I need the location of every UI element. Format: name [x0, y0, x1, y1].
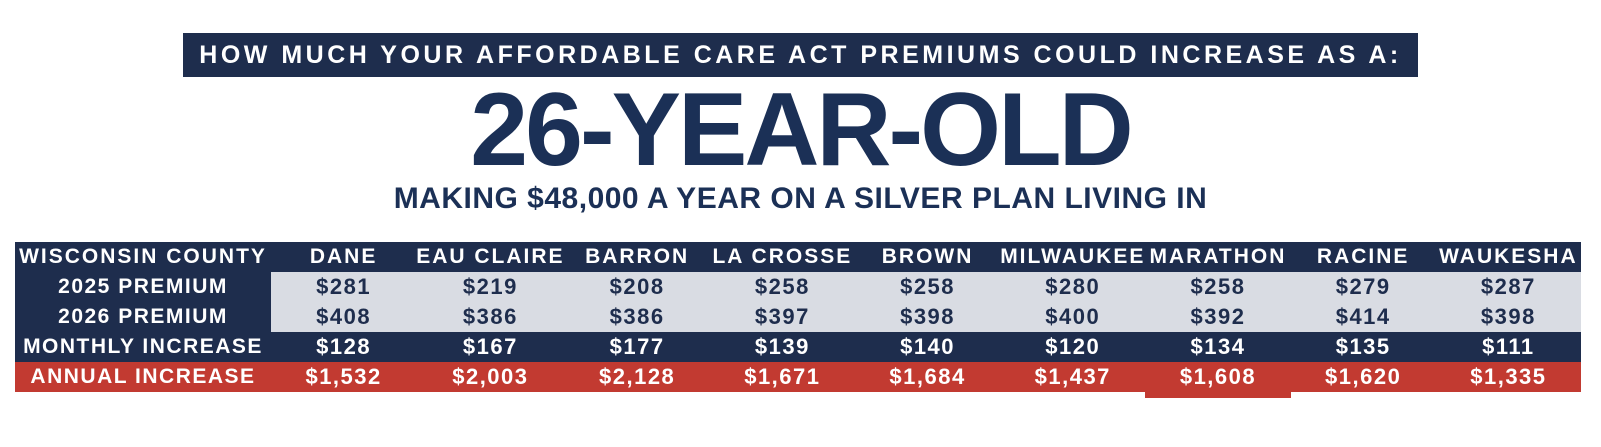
- page-title: 26-YEAR-OLD: [470, 72, 1133, 188]
- table-cell: $287: [1435, 271, 1581, 305]
- table-cell: $167: [416, 331, 565, 366]
- table-cell: $400: [1000, 301, 1146, 332]
- table-cell: $281: [271, 271, 417, 302]
- table-cell: $128: [271, 331, 417, 362]
- table-cell: $386: [416, 301, 565, 336]
- table-cell: $140: [854, 331, 1001, 362]
- table-cell: $279: [1290, 271, 1436, 306]
- table-cell: $2,003: [416, 361, 565, 392]
- table-cell: $398: [854, 301, 1001, 332]
- table-cell: $408: [271, 301, 417, 332]
- column-header-milwaukee: MILWAUKEE: [1000, 241, 1146, 272]
- table-cell: $120: [1000, 331, 1146, 362]
- row-label-annual-increase: ANNUAL INCREASE: [15, 361, 271, 392]
- row-label-monthly-increase: MONTHLY INCREASE: [15, 331, 271, 362]
- table-cell: $134: [1145, 331, 1291, 362]
- table-cell: $258: [854, 271, 1001, 302]
- aca-premium-infographic: HOW MUCH YOUR AFFORDABLE CARE ACT PREMIU…: [0, 33, 1601, 447]
- column-header-racine: RACINE: [1290, 241, 1436, 272]
- table-cell: $1,608: [1145, 361, 1291, 398]
- table-cell: $258: [709, 271, 855, 302]
- column-header-dane: DANE: [271, 241, 417, 272]
- row-label-2026-premium: 2026 PREMIUM: [15, 301, 271, 332]
- table-cell: $280: [1000, 271, 1146, 302]
- banner-text: HOW MUCH YOUR AFFORDABLE CARE ACT PREMIU…: [199, 41, 1402, 69]
- column-header-eau-claire: EAU CLAIRE: [416, 241, 565, 272]
- table-cell: $1,437: [1000, 361, 1146, 392]
- column-header-waukesha: WAUKESHA: [1435, 241, 1581, 272]
- table-cell: $398: [1435, 301, 1581, 332]
- table-cell: $414: [1290, 301, 1436, 332]
- table-cell: $258: [1145, 271, 1291, 302]
- table-cell: $139: [709, 331, 855, 362]
- table-cell: $1,684: [854, 361, 1001, 392]
- banner: HOW MUCH YOUR AFFORDABLE CARE ACT PREMIU…: [183, 33, 1418, 77]
- column-header-marathon: MARATHON: [1145, 241, 1291, 272]
- column-header-brown: BROWN: [854, 241, 1001, 272]
- table-cell: $397: [709, 301, 855, 332]
- subtitle: MAKING $48,000 A YEAR ON A SILVER PLAN L…: [393, 181, 1208, 215]
- table-cell: $386: [564, 301, 710, 332]
- table-cell: $392: [1145, 301, 1291, 332]
- table-cell: $1,671: [709, 361, 855, 392]
- table-cell: $1,620: [1290, 361, 1436, 392]
- column-header-la-crosse: LA CROSSE: [709, 241, 855, 272]
- table-cell: $2,128: [564, 361, 710, 392]
- table-cell: $208: [564, 271, 710, 305]
- table-cell: $1,532: [271, 361, 417, 392]
- table-cell: $1,335: [1435, 361, 1581, 392]
- column-header-barron: BARRON: [564, 241, 710, 272]
- table-cell: $111: [1435, 331, 1581, 362]
- table-cell: $177: [564, 331, 710, 362]
- premium-table: WISCONSIN COUNTY DANE EAU CLAIRE BARRON …: [15, 241, 1581, 398]
- row-label-2025-premium: 2025 PREMIUM: [15, 271, 271, 302]
- column-header-county: WISCONSIN COUNTY: [15, 241, 271, 272]
- table-cell: $135: [1290, 331, 1436, 362]
